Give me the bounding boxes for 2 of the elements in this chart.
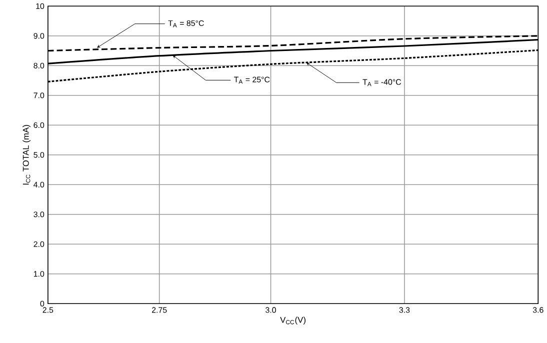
x-axis-title: V$_{CC}$(V) xyxy=(280,316,306,325)
y-axis-title: I$_{CC}$ TOTAL (mA) xyxy=(22,125,30,185)
